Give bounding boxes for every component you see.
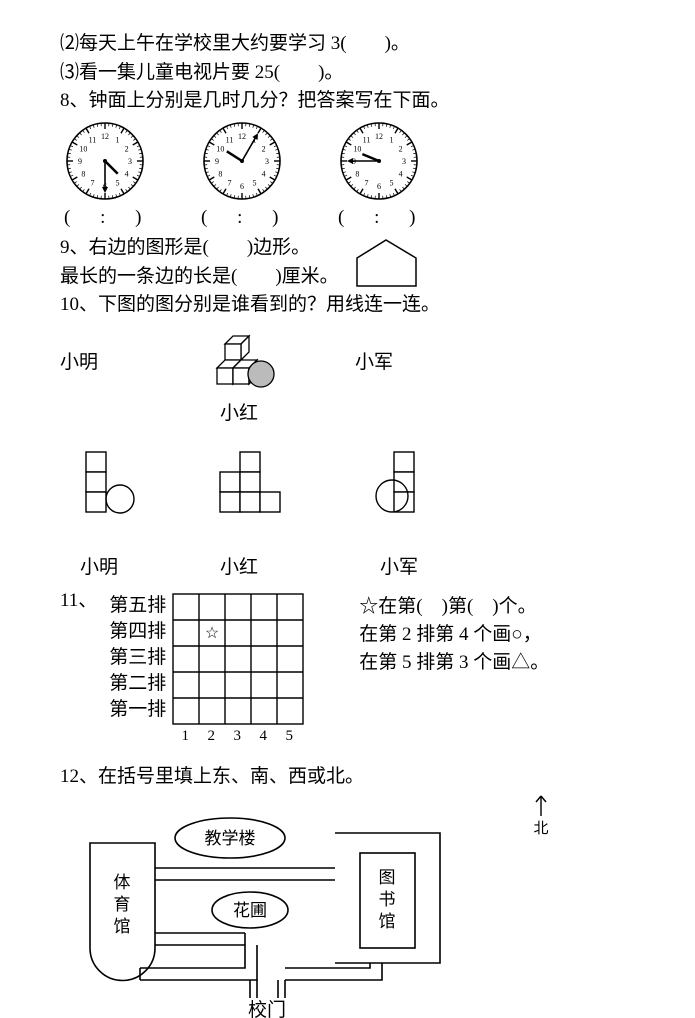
svg-text:5: 5 (116, 178, 120, 187)
svg-text:10: 10 (353, 144, 361, 153)
north-indicator: 北 (532, 792, 550, 841)
clock1-answer: ( : ) (64, 204, 146, 233)
svg-text:8: 8 (355, 169, 359, 178)
q8-text: 8、钟面上分别是几时几分？把答案写在下面。 (60, 87, 635, 116)
school-map: 教学楼 花圃 体 育 馆 图 书 馆 校门 (60, 798, 480, 1018)
row1-label: 第一排 (97, 697, 172, 723)
svg-text:3: 3 (128, 157, 132, 166)
svg-text:10: 10 (79, 144, 87, 153)
row5-label: 第五排 (97, 593, 172, 619)
svg-text:7: 7 (365, 178, 369, 187)
svg-text:育: 育 (114, 895, 131, 914)
svg-text:7: 7 (91, 178, 95, 187)
view-3 (372, 446, 438, 514)
svg-text:3: 3 (402, 157, 406, 166)
pentagon-shape (349, 236, 424, 288)
clock-3: 121234567891011 (338, 120, 420, 202)
svg-text:书: 书 (379, 890, 396, 909)
svg-text:2: 2 (399, 144, 403, 153)
svg-text:校门: 校门 (248, 999, 286, 1018)
svg-text:7: 7 (228, 178, 232, 187)
svg-text:☆: ☆ (205, 625, 219, 642)
svg-text:体: 体 (114, 873, 131, 892)
svg-text:12: 12 (101, 132, 109, 141)
svg-text:10: 10 (216, 144, 224, 153)
row2-label: 第二排 (97, 671, 172, 697)
q12-text: 12、在括号里填上东、南、西或北。 (60, 763, 635, 792)
svg-text:9: 9 (215, 157, 219, 166)
svg-text:1: 1 (116, 135, 120, 144)
svg-text:11: 11 (89, 135, 97, 144)
q3-text: ⑶看一集儿童电视片要 25( )。 (60, 59, 635, 88)
view-1 (80, 446, 146, 514)
row3-label: 第三排 (97, 645, 172, 671)
svg-text:2: 2 (125, 144, 129, 153)
name-ming: 小明 (60, 349, 205, 378)
svg-text:馆: 馆 (379, 912, 396, 931)
svg-text:4: 4 (262, 169, 266, 178)
svg-text:3: 3 (265, 157, 269, 166)
clock-1: 121234567891011 (64, 120, 146, 202)
q11-number: 11、 (60, 587, 97, 616)
view-2 (216, 446, 302, 514)
svg-text:12: 12 (238, 132, 246, 141)
label-jun: 小军 (380, 554, 418, 583)
clock-2: 121234567891011 (201, 120, 283, 202)
map-hp: 花圃 (233, 901, 267, 920)
name-hong: 小红 (220, 400, 635, 429)
label-ming: 小明 (80, 554, 220, 583)
svg-text:12: 12 (375, 132, 383, 141)
svg-text:6: 6 (377, 182, 381, 191)
clocks-row: 121234567891011 ( : ) 121234567891011 ( … (64, 120, 635, 233)
svg-text:11: 11 (363, 135, 371, 144)
svg-text:11: 11 (226, 135, 234, 144)
map-jxl: 教学楼 (205, 829, 256, 848)
row4-label: 第四排 (97, 619, 172, 645)
svg-text:5: 5 (390, 178, 394, 187)
svg-text:2: 2 (262, 144, 266, 153)
q11-grid: ☆ (172, 593, 304, 725)
svg-text:图: 图 (379, 868, 396, 887)
block-model (205, 330, 285, 398)
svg-text:4: 4 (125, 169, 129, 178)
svg-text:4: 4 (399, 169, 403, 178)
svg-text:9: 9 (78, 157, 82, 166)
svg-text:8: 8 (81, 169, 85, 178)
svg-text:8: 8 (218, 169, 222, 178)
svg-text:1: 1 (390, 135, 394, 144)
svg-text:馆: 馆 (114, 917, 131, 936)
q11-right-a: ☆在第( )第( )个。 (359, 593, 549, 621)
clock3-answer: ( : ) (338, 204, 420, 233)
q11-column-numbers: 1 2 3 4 5 (172, 725, 304, 748)
q9-line1: 9、右边的图形是( )边形。 (60, 234, 339, 263)
q9-line2: 最长的一条边的长是( )厘米。 (60, 263, 339, 292)
q11-right-c: 在第 5 排第 3 个画△。 (359, 649, 549, 677)
svg-text:5: 5 (253, 178, 257, 187)
clock2-answer: ( : ) (201, 204, 283, 233)
q2-text: ⑵每天上午在学校里大约要学习 3( )。 (60, 30, 635, 59)
name-jun: 小军 (355, 349, 500, 378)
label-hong: 小红 (220, 554, 380, 583)
q11-right-b: 在第 2 排第 4 个画○， (359, 621, 549, 649)
svg-text:6: 6 (240, 182, 244, 191)
q10-text: 10、下图的图分别是谁看到的？用线连一连。 (60, 291, 635, 320)
